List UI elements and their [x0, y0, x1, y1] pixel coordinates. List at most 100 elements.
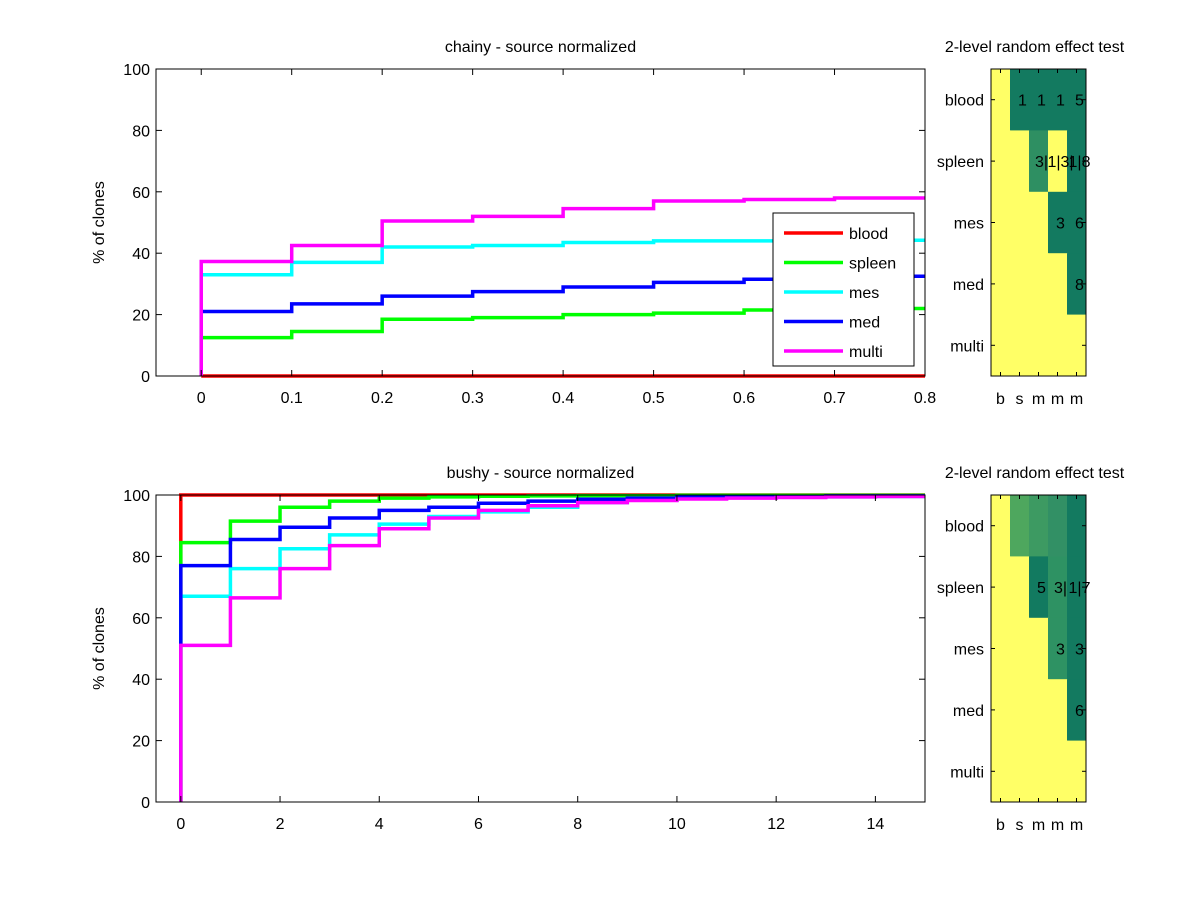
- y-tick-label: 60: [132, 611, 150, 628]
- row-label: mes: [954, 642, 984, 659]
- heatmap-cell: [1029, 679, 1049, 742]
- heatmap-annotation: 5: [1075, 93, 1084, 110]
- legend: blood spleen mes med multi: [772, 212, 915, 367]
- y-axis-label: % of clones: [91, 607, 108, 690]
- x-tick-label: 0: [197, 390, 206, 407]
- heatmap-cell: [1010, 191, 1030, 254]
- heatmap-cell: [1048, 253, 1068, 316]
- heatmap-annotation: 1: [1037, 93, 1046, 110]
- heatmap-cell: [1010, 314, 1030, 377]
- heatmap-cell: [1048, 740, 1068, 803]
- legend-box: [772, 212, 915, 367]
- x-tick-label: 0.3: [462, 390, 484, 407]
- y-tick-label: 60: [132, 185, 150, 202]
- heatmap-cell: [1067, 556, 1087, 619]
- chart-title: chainy - source normalized: [445, 39, 636, 56]
- heatmap-cell: [1010, 617, 1030, 680]
- x-tick-label: 0.8: [914, 390, 936, 407]
- heatmap-cell: [1048, 191, 1068, 254]
- heatmap-cell: [1029, 495, 1049, 557]
- y-tick-label: 80: [132, 549, 150, 566]
- row-label: blood: [945, 519, 984, 536]
- heatmap-cell: [1010, 679, 1030, 742]
- heatmap-cell: [991, 556, 1011, 619]
- heatmap-annotation: 3: [1056, 642, 1065, 659]
- heatmap-cell: [1010, 740, 1030, 803]
- row-label: multi: [950, 764, 984, 781]
- y-tick-label: 20: [132, 734, 150, 751]
- heatmap-title: 2-level random effect test: [945, 39, 1125, 56]
- heatmap-cell: [1048, 495, 1068, 557]
- col-label: m: [1070, 817, 1083, 834]
- col-label: s: [1016, 391, 1024, 408]
- heatmap-annotation: 3: [1075, 642, 1084, 659]
- heatmap-cell: [991, 191, 1011, 254]
- row-label: med: [953, 703, 984, 720]
- heatmap-cell: [1067, 314, 1087, 377]
- legend-label-multi: multi: [849, 344, 883, 361]
- row-label: multi: [950, 338, 984, 355]
- col-label: m: [1051, 391, 1064, 408]
- y-tick-label: 100: [123, 488, 150, 505]
- heatmap-cell: [1067, 495, 1087, 557]
- heatmap-annotation: 3|: [1054, 580, 1067, 597]
- col-label: m: [1032, 391, 1045, 408]
- heatmap-cell: [1010, 556, 1030, 619]
- chainy-step-chart: chainy - source normalized % of clones 0 0.…: [91, 39, 936, 407]
- heatmap-cell: [1029, 617, 1049, 680]
- col-label: b: [996, 817, 1005, 834]
- legend-label-mes: mes: [849, 285, 879, 302]
- col-label: m: [1051, 817, 1064, 834]
- heatmap-cell: [991, 69, 1011, 131]
- x-tick-label: 0.1: [281, 390, 303, 407]
- plot-area: [156, 495, 925, 802]
- heatmap-cell: [1010, 130, 1030, 193]
- heatmap-annotation: 1|7: [1069, 580, 1091, 597]
- x-tick-label: 0.5: [642, 390, 664, 407]
- heatmap-annotation: 6: [1075, 216, 1084, 233]
- x-tick-label: 0.4: [552, 390, 574, 407]
- heatmap-title: 2-level random effect test: [945, 465, 1125, 482]
- heatmap-cell: [1029, 130, 1049, 193]
- heatmap-cell: [1029, 556, 1049, 619]
- heatmap-cell: [1010, 253, 1030, 316]
- y-tick-label: 100: [123, 62, 150, 79]
- y-tick-label: 40: [132, 672, 150, 689]
- heatmap-cell: [1029, 69, 1049, 131]
- x-tick-label: 10: [668, 816, 686, 833]
- heatmap-annotation: 1|3|: [1047, 154, 1073, 171]
- heatmap-cell: [1067, 130, 1087, 193]
- y-tick-label: 80: [132, 123, 150, 140]
- heatmap-annotation: 3: [1056, 216, 1065, 233]
- heatmap-cell: [1048, 556, 1068, 619]
- bushy-random-effect-heatmap: 2-level random effect test 5 3| 1|7 3 3 6 blood…: [937, 465, 1125, 834]
- heatmap-cell: [1029, 191, 1049, 254]
- col-label: s: [1016, 817, 1024, 834]
- heatmap-cell: [991, 130, 1011, 193]
- heatmap-cell: [991, 679, 1011, 742]
- x-tick-label: 8: [573, 816, 582, 833]
- heatmap-cell: [1048, 617, 1068, 680]
- heatmap-cell: [1048, 130, 1068, 193]
- bushy-step-chart: bushy - source normalized % of clones 0 2 4 6…: [91, 465, 926, 833]
- y-tick-label: 20: [132, 308, 150, 325]
- axes-box: [155, 494, 926, 803]
- x-tick-label: 0.7: [823, 390, 845, 407]
- legend-label-spleen: spleen: [849, 256, 896, 273]
- axes-box: [155, 68, 926, 377]
- col-label: m: [1070, 391, 1083, 408]
- x-tick-label: 2: [276, 816, 285, 833]
- y-axis-label: % of clones: [91, 181, 108, 264]
- row-label: spleen: [937, 154, 984, 171]
- row-label: blood: [945, 93, 984, 110]
- heatmap-cell: [991, 314, 1011, 377]
- heatmap-cell: [991, 740, 1011, 803]
- row-label: med: [953, 277, 984, 294]
- x-tick-label: 0: [176, 816, 185, 833]
- series-line-multi: [199, 196, 925, 376]
- heatmap-cell: [991, 253, 1011, 316]
- heatmap-annotation: 6: [1075, 703, 1084, 720]
- heatmap-cell: [1067, 253, 1087, 316]
